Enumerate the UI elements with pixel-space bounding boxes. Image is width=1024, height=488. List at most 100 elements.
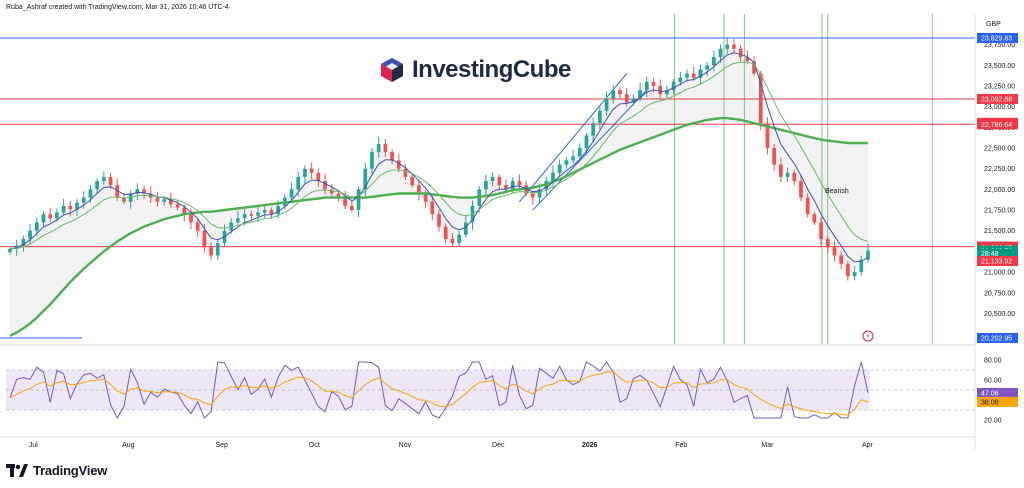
- candle-body-72[interactable]: [490, 176, 495, 182]
- candle-body-79[interactable]: [537, 189, 542, 198]
- candle-body-123[interactable]: [832, 247, 837, 256]
- candle-body-106[interactable]: [718, 48, 723, 58]
- candle-body-50[interactable]: [343, 197, 347, 206]
- candle-body-81[interactable]: [551, 172, 555, 182]
- candle-body-90[interactable]: [611, 90, 616, 99]
- candle-body-5[interactable]: [41, 214, 46, 223]
- candle-body-78[interactable]: [531, 193, 535, 198]
- candle-body-66[interactable]: [450, 238, 455, 244]
- candle-body-83[interactable]: [564, 160, 569, 165]
- candle-body-16[interactable]: [115, 185, 120, 198]
- candle-body-39[interactable]: [269, 210, 274, 215]
- candle-body-117[interactable]: [792, 172, 797, 182]
- candle-body-57[interactable]: [390, 152, 394, 161]
- candle-body-35[interactable]: [242, 214, 247, 219]
- candle-body-25[interactable]: [175, 204, 180, 208]
- candle-body-26[interactable]: [182, 207, 187, 215]
- candle-body-118[interactable]: [799, 181, 803, 198]
- candle-body-115[interactable]: [779, 164, 783, 177]
- candle-body-34[interactable]: [236, 218, 240, 223]
- candle-body-31[interactable]: [215, 243, 220, 256]
- candle-body-10[interactable]: [75, 202, 79, 210]
- candle-body-61[interactable]: [417, 185, 421, 194]
- candle-body-60[interactable]: [410, 176, 415, 186]
- candle-body-49[interactable]: [336, 193, 341, 198]
- candle-body-13[interactable]: [95, 181, 99, 190]
- candle-body-40[interactable]: [276, 205, 280, 215]
- candle-body-11[interactable]: [81, 197, 86, 203]
- candle-body-38[interactable]: [262, 210, 267, 213]
- candle-body-47[interactable]: [323, 181, 327, 190]
- candle-body-42[interactable]: [289, 189, 294, 198]
- candle-body-56[interactable]: [383, 143, 388, 153]
- candle-body-8[interactable]: [61, 205, 66, 213]
- candle-body-44[interactable]: [303, 168, 307, 177]
- candle-body-91[interactable]: [618, 90, 622, 95]
- candle-body-58[interactable]: [396, 160, 401, 169]
- candle-body-73[interactable]: [497, 176, 502, 186]
- rsi-current-badge[interactable]: [977, 387, 1018, 398]
- price-badge-9[interactable]: [977, 333, 1018, 343]
- candle-body-111[interactable]: [752, 61, 756, 74]
- candle-body-88[interactable]: [598, 110, 602, 124]
- candle-body-116[interactable]: [785, 172, 790, 177]
- channel-upper-line[interactable]: [519, 73, 628, 203]
- candle-body-110[interactable]: [745, 57, 750, 62]
- candle-body-109[interactable]: [738, 48, 743, 58]
- candle-body-122[interactable]: [825, 238, 830, 248]
- candle-body-24[interactable]: [169, 199, 173, 205]
- candle-body-76[interactable]: [517, 181, 522, 186]
- candle-body-124[interactable]: [839, 255, 844, 264]
- candle-body-119[interactable]: [805, 197, 810, 215]
- candle-body-4[interactable]: [34, 222, 39, 231]
- candle-body-30[interactable]: [209, 247, 213, 256]
- candle-body-46[interactable]: [316, 172, 321, 182]
- candle-body-0[interactable]: [8, 248, 12, 253]
- candle-body-75[interactable]: [510, 181, 515, 190]
- candle-body-84[interactable]: [571, 156, 575, 161]
- candle-body-48[interactable]: [329, 189, 334, 194]
- candle-body-20[interactable]: [142, 189, 146, 194]
- candle-body-127[interactable]: [859, 259, 864, 273]
- candle-body-101[interactable]: [685, 73, 689, 78]
- candle-body-17[interactable]: [122, 197, 126, 202]
- candle-body-128[interactable]: [866, 250, 870, 260]
- candle-body-82[interactable]: [557, 164, 562, 173]
- candle-body-59[interactable]: [403, 168, 408, 177]
- price-badge-7[interactable]: [977, 248, 1018, 259]
- candle-body-103[interactable]: [698, 69, 703, 78]
- candle-body-92[interactable]: [624, 94, 629, 103]
- candle-body-62[interactable]: [423, 193, 428, 202]
- candle-body-125[interactable]: [846, 263, 850, 277]
- candle-body-2[interactable]: [21, 238, 26, 246]
- candle-body-43[interactable]: [296, 176, 301, 190]
- candle-body-14[interactable]: [102, 176, 106, 182]
- candle-body-121[interactable]: [819, 222, 823, 239]
- candle-body-28[interactable]: [195, 222, 200, 231]
- candle-body-36[interactable]: [249, 214, 254, 216]
- candle-body-51[interactable]: [350, 205, 354, 211]
- candle-body-100[interactable]: [678, 77, 683, 82]
- candle-body-12[interactable]: [88, 189, 93, 198]
- candle-body-74[interactable]: [504, 185, 508, 190]
- candle-body-105[interactable]: [711, 57, 716, 66]
- candle-body-19[interactable]: [135, 189, 140, 194]
- rsi-ma-badge[interactable]: [977, 396, 1018, 407]
- candle-body-67[interactable]: [457, 234, 461, 244]
- candle-body-29[interactable]: [202, 230, 207, 248]
- candle-body-86[interactable]: [584, 135, 589, 148]
- candle-body-102[interactable]: [691, 73, 696, 78]
- candle-body-55[interactable]: [376, 143, 381, 153]
- candle-body-85[interactable]: [577, 147, 582, 157]
- candle-body-87[interactable]: [591, 123, 596, 136]
- price-badge-0[interactable]: [977, 33, 1018, 43]
- candle-body-126[interactable]: [852, 272, 857, 277]
- candle-body-53[interactable]: [363, 168, 368, 190]
- candle-body-23[interactable]: [162, 199, 167, 202]
- candle-body-107[interactable]: [725, 44, 730, 49]
- candle-body-94[interactable]: [638, 90, 642, 99]
- candle-body-89[interactable]: [604, 98, 609, 111]
- candle-body-7[interactable]: [55, 212, 59, 219]
- candle-body-9[interactable]: [68, 205, 73, 210]
- candle-body-64[interactable]: [437, 214, 441, 227]
